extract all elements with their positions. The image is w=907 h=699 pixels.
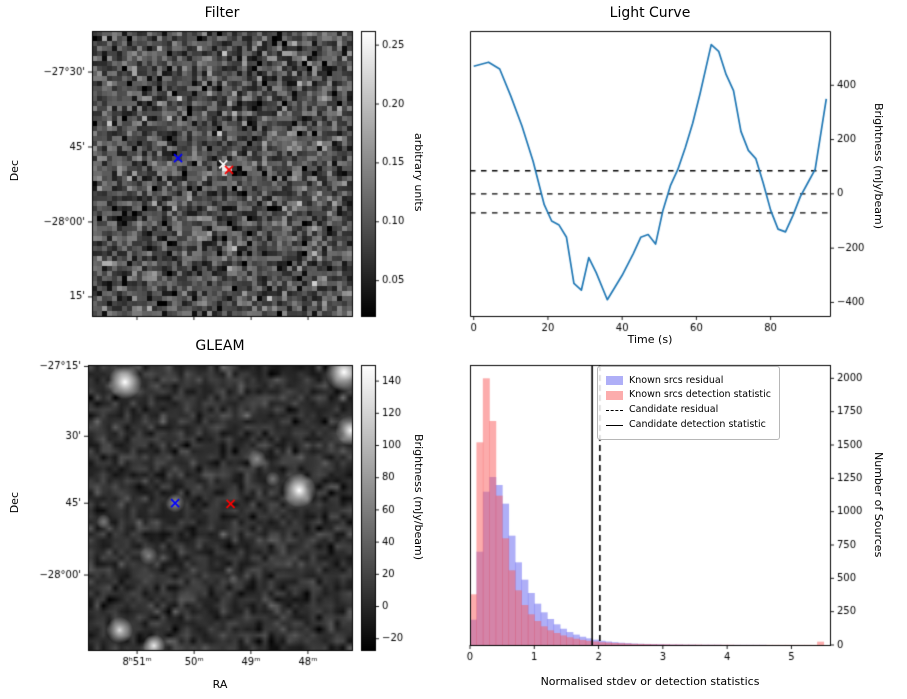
histogram-legend: Known srcs residual Known srcs detection…: [597, 366, 780, 440]
lightcurve-canvas: [455, 0, 907, 350]
legend-label-candidate-detection: Candidate detection statistic: [629, 419, 766, 431]
filter-colorbar-label: arbitrary units: [412, 133, 425, 212]
gleam-colorbar-label: Brightness (mJy/beam): [412, 434, 425, 561]
gleam-xlabel: RA: [212, 678, 228, 691]
legend-label-detection: Known srcs detection statistic: [629, 389, 771, 401]
legend-row: Known srcs residual: [606, 375, 771, 387]
residual-patch-icon: [606, 376, 623, 386]
gleam-title: GLEAM: [195, 338, 245, 354]
gleam-canvas: [0, 350, 455, 699]
filter-canvas: [0, 0, 455, 350]
filter-ylabel-dec: Dec: [8, 160, 21, 182]
filter-title: Filter: [204, 5, 240, 21]
solid-line-icon: [606, 424, 623, 426]
histogram-xlabel: Normalised stdev or detection statistics: [540, 675, 760, 688]
legend-label-residual: Known srcs residual: [629, 374, 724, 386]
legend-label-candidate-residual: Candidate residual: [629, 404, 719, 416]
dashed-line-icon: [606, 409, 623, 411]
gleam-ylabel-dec: Dec: [8, 492, 21, 514]
histogram-ylabel: Number of Sources: [872, 452, 885, 558]
legend-row: Candidate detection statistic: [606, 419, 771, 431]
light-curve-xlabel: Time (s): [627, 333, 673, 346]
legend-row: Candidate residual: [606, 404, 771, 416]
light-curve-title: Light Curve: [609, 5, 691, 21]
light-curve-ylabel: Brightness (mJy/beam): [872, 103, 885, 230]
detection-patch-icon: [606, 391, 623, 401]
legend-row: Known srcs detection statistic: [606, 389, 771, 401]
